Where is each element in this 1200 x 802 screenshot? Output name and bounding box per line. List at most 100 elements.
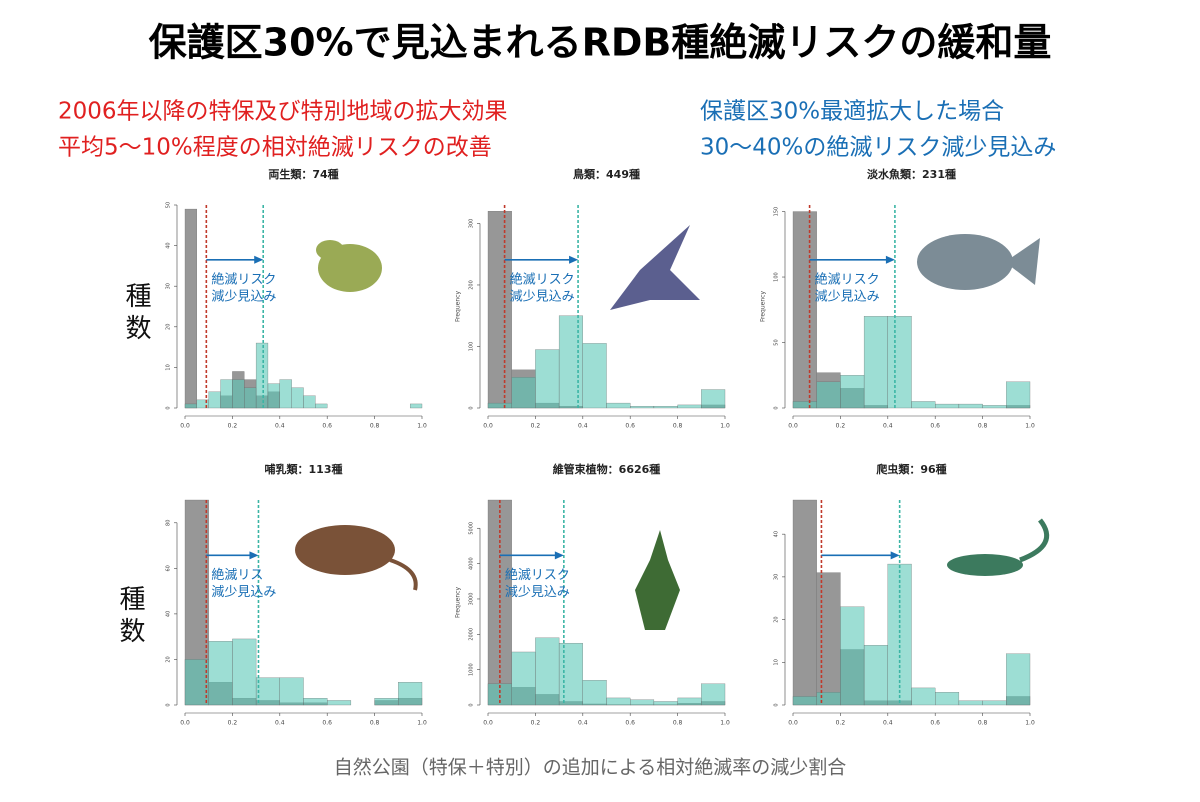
- y-tick-label: 0: [774, 703, 780, 706]
- plant-icon: [635, 530, 680, 630]
- histogram-bar: [232, 638, 257, 706]
- histogram-bar: [816, 381, 841, 409]
- x-tick-label: 0.0: [788, 720, 798, 727]
- histogram-bar: [792, 499, 817, 706]
- frog-icon: [316, 240, 382, 292]
- annotation: 絶滅リスク: [505, 567, 570, 583]
- x-tick-label: 0.4: [883, 423, 893, 430]
- x-tick-label: 0.2: [228, 423, 238, 430]
- y-tick-label: 10: [774, 659, 780, 665]
- y-tick-label: 30: [166, 283, 172, 289]
- x-tick-label: 0.4: [883, 720, 893, 727]
- chart-title: 爬虫類：96種: [876, 462, 946, 476]
- slide-title: 保護区30%で見込まれるRDB種絶滅リスクの緩和量: [149, 21, 1052, 65]
- histogram-bar: [255, 677, 280, 706]
- histogram-bar: [982, 700, 1007, 706]
- histogram-bar: [208, 391, 221, 409]
- y-tick-label: 20: [166, 324, 172, 330]
- histogram-bar: [398, 682, 423, 706]
- histogram-bar: [701, 683, 726, 706]
- histogram-bar: [327, 700, 352, 706]
- y-tick-label: 5000: [469, 522, 475, 535]
- histogram-bar: [792, 211, 817, 409]
- y-tick-label: 50: [774, 339, 780, 345]
- histogram-bar: [279, 677, 304, 706]
- histogram-bar: [935, 692, 960, 706]
- side-label: 種数: [121, 282, 151, 346]
- y-tick-label: 30: [774, 574, 780, 580]
- histogram-bar: [315, 403, 328, 409]
- y-tick-label: 300: [469, 219, 475, 229]
- rat-icon: [295, 525, 418, 591]
- x-tick-label: 0.4: [275, 423, 285, 430]
- x-tick-label: 0.6: [322, 720, 332, 727]
- annotation: 減少見込み: [211, 288, 276, 304]
- arrow-head: [890, 551, 900, 560]
- chart-title: 淡水魚類：231種: [867, 167, 956, 181]
- y-tick-label: 40: [166, 611, 172, 617]
- x-tick-label: 1.0: [720, 423, 730, 430]
- histogram-bar: [958, 700, 983, 706]
- histogram-bar: [511, 377, 536, 409]
- y-tick-label: 1000: [469, 663, 475, 676]
- x-tick-label: 0.8: [673, 720, 683, 727]
- x-tick-label: 0.6: [625, 423, 635, 430]
- y-tick-label: 50: [166, 202, 172, 208]
- histogram-bar: [863, 645, 888, 706]
- y-tick-label: 2000: [469, 628, 475, 641]
- y-tick-label: 40: [774, 531, 780, 537]
- histogram-bar: [911, 687, 936, 706]
- histogram-bar: [303, 395, 316, 409]
- annotation: 絶滅リスク: [211, 271, 276, 287]
- x-tick-label: 0.2: [836, 423, 846, 430]
- x-tick-label: 0.6: [625, 720, 635, 727]
- histogram-bar: [232, 379, 245, 409]
- x-tick-label: 1.0: [1025, 720, 1035, 727]
- y-tick-label: 0: [469, 406, 475, 409]
- annotation: 減少見込み: [211, 584, 276, 600]
- histogram-bar: [911, 401, 936, 409]
- x-tick-label: 1.0: [417, 423, 427, 430]
- y-tick-label: 0: [774, 406, 780, 409]
- y-tick-label: 0: [166, 703, 172, 706]
- x-tick-label: 1.0: [720, 720, 730, 727]
- chart-title: 両生類：74種: [268, 167, 338, 181]
- annotation: 絶滅リスク: [510, 271, 575, 287]
- y-axis-label: Frequency: [455, 291, 462, 322]
- histogram-bar: [816, 572, 841, 706]
- x-tick-label: 0.8: [978, 720, 988, 727]
- arrow-head: [569, 255, 579, 264]
- histogram-bar: [863, 316, 888, 409]
- annotation: 減少見込み: [505, 584, 570, 600]
- histogram-bar: [279, 379, 292, 409]
- x-tick-label: 0.8: [978, 423, 988, 430]
- x-tick-label: 1.0: [1025, 423, 1035, 430]
- arrow-head: [885, 255, 895, 264]
- x-tick-label: 0.6: [930, 423, 940, 430]
- histogram-bar: [582, 680, 607, 706]
- histogram-bar: [630, 406, 655, 409]
- histogram-bar: [409, 403, 423, 409]
- x-tick-label: 0.0: [483, 423, 493, 430]
- x-tick-label: 0.4: [578, 423, 588, 430]
- y-tick-label: 40: [166, 242, 172, 248]
- y-axis-label: Frequency: [760, 291, 767, 322]
- x-tick-label: 0.8: [370, 423, 380, 430]
- histogram-bar: [958, 403, 983, 409]
- y-tick-label: 0: [469, 703, 475, 706]
- histogram-bar: [606, 697, 631, 706]
- bird-icon: [610, 225, 700, 310]
- note-right: 30〜40%の絶滅リスク減少見込み: [700, 135, 1056, 161]
- annotation: 減少見込み: [815, 288, 880, 304]
- histogram-bar: [606, 402, 631, 409]
- y-tick-label: 100: [469, 342, 475, 352]
- chart-title: 維管束植物：6626種: [553, 462, 661, 476]
- x-tick-label: 0.0: [483, 720, 493, 727]
- histogram-bar: [374, 698, 399, 706]
- histogram-bar: [184, 403, 197, 409]
- x-tick-label: 0.2: [531, 423, 541, 430]
- y-tick-label: 80: [166, 520, 172, 526]
- note-left: 平均5〜10%程度の相対絶滅リスクの改善: [58, 135, 492, 161]
